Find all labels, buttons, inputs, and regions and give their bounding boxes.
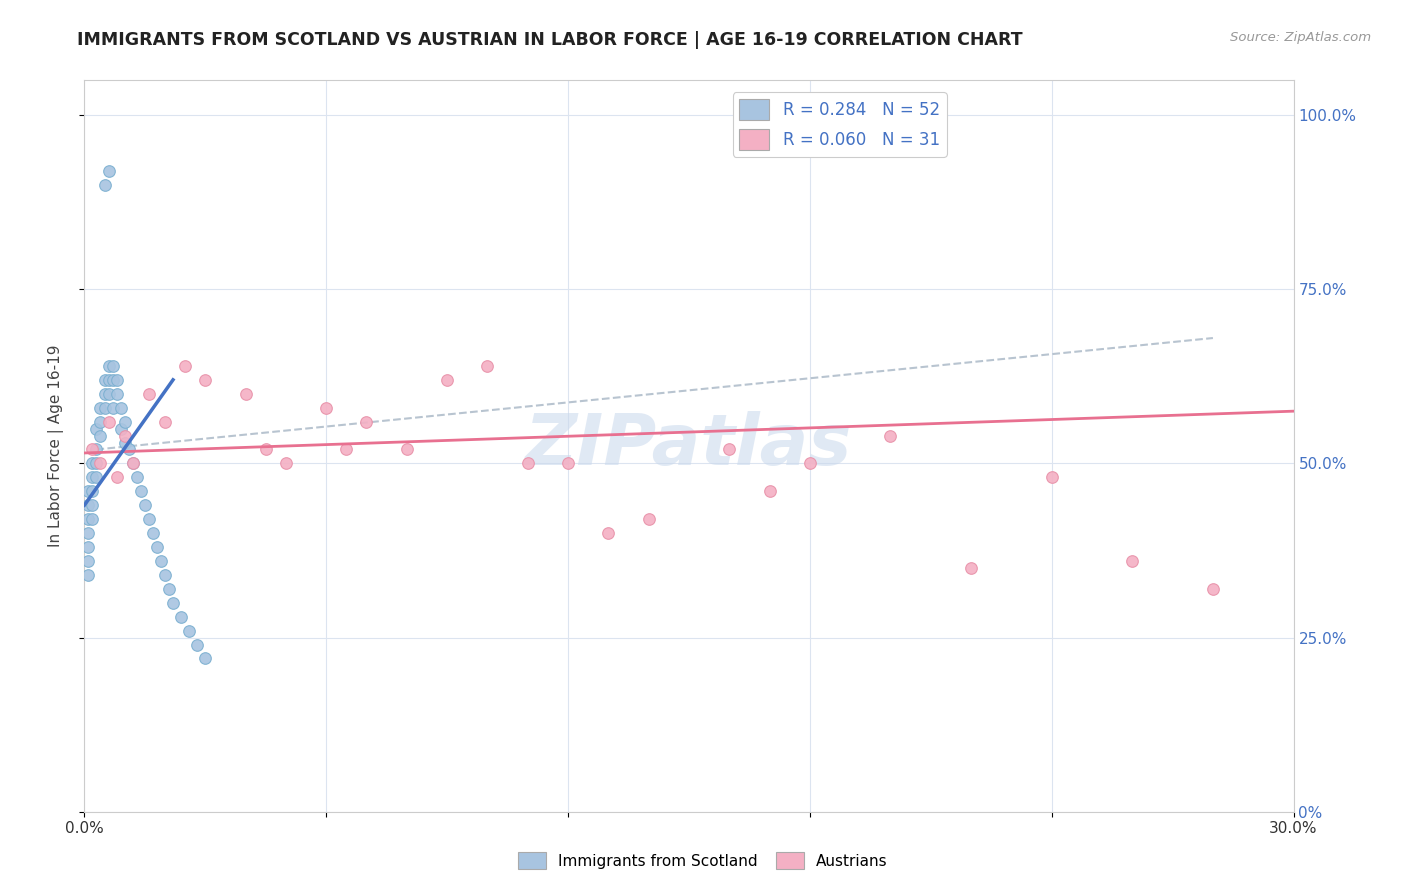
- Point: [114, 435, 136, 450]
- Point: [105, 373, 128, 387]
- Point: [274, 457, 297, 471]
- Point: [114, 415, 136, 429]
- Point: [93, 178, 115, 192]
- Point: [637, 512, 659, 526]
- Point: [77, 498, 100, 512]
- Point: [1202, 582, 1225, 596]
- Point: [516, 457, 538, 471]
- Point: [138, 386, 160, 401]
- Point: [77, 567, 100, 582]
- Point: [960, 561, 983, 575]
- Point: [82, 512, 104, 526]
- Point: [335, 442, 357, 457]
- Point: [86, 457, 108, 471]
- Point: [97, 373, 120, 387]
- Point: [799, 457, 821, 471]
- Text: ZIPatlas: ZIPatlas: [526, 411, 852, 481]
- Point: [97, 415, 120, 429]
- Point: [235, 386, 257, 401]
- Point: [598, 526, 620, 541]
- Point: [121, 457, 143, 471]
- Point: [93, 401, 115, 415]
- Point: [86, 470, 108, 484]
- Point: [89, 457, 111, 471]
- Point: [101, 359, 124, 373]
- Point: [315, 401, 337, 415]
- Point: [758, 484, 780, 499]
- Point: [105, 470, 128, 484]
- Point: [194, 373, 217, 387]
- Point: [101, 373, 124, 387]
- Point: [101, 401, 124, 415]
- Point: [194, 651, 217, 665]
- Point: [146, 540, 169, 554]
- Point: [93, 373, 115, 387]
- Point: [89, 401, 111, 415]
- Point: [254, 442, 277, 457]
- Point: [436, 373, 458, 387]
- Point: [110, 401, 132, 415]
- Point: [97, 386, 120, 401]
- Point: [93, 386, 115, 401]
- Point: [77, 526, 100, 541]
- Point: [1121, 554, 1143, 568]
- Point: [82, 498, 104, 512]
- Point: [110, 421, 132, 435]
- Point: [97, 164, 120, 178]
- Point: [77, 554, 100, 568]
- Point: [138, 512, 160, 526]
- Point: [718, 442, 741, 457]
- Point: [82, 484, 104, 499]
- Point: [82, 470, 104, 484]
- Point: [1040, 470, 1063, 484]
- Point: [97, 359, 120, 373]
- Point: [105, 386, 128, 401]
- Point: [557, 457, 579, 471]
- Point: [82, 442, 104, 457]
- Point: [121, 457, 143, 471]
- Point: [153, 415, 176, 429]
- Point: [186, 638, 208, 652]
- Point: [162, 596, 184, 610]
- Legend: R = 0.284   N = 52, R = 0.060   N = 31: R = 0.284 N = 52, R = 0.060 N = 31: [733, 92, 946, 157]
- Legend: Immigrants from Scotland, Austrians: Immigrants from Scotland, Austrians: [512, 846, 894, 875]
- Point: [134, 498, 156, 512]
- Point: [395, 442, 418, 457]
- Point: [77, 540, 100, 554]
- Point: [86, 421, 108, 435]
- Point: [157, 582, 180, 596]
- Point: [77, 484, 100, 499]
- Point: [142, 526, 165, 541]
- Point: [89, 415, 111, 429]
- Point: [879, 428, 901, 442]
- Point: [89, 428, 111, 442]
- Text: IMMIGRANTS FROM SCOTLAND VS AUSTRIAN IN LABOR FORCE | AGE 16-19 CORRELATION CHAR: IMMIGRANTS FROM SCOTLAND VS AUSTRIAN IN …: [77, 31, 1024, 49]
- Y-axis label: In Labor Force | Age 16-19: In Labor Force | Age 16-19: [48, 344, 63, 548]
- Point: [129, 484, 152, 499]
- Point: [82, 457, 104, 471]
- Text: Source: ZipAtlas.com: Source: ZipAtlas.com: [1230, 31, 1371, 45]
- Point: [356, 415, 378, 429]
- Point: [86, 442, 108, 457]
- Point: [477, 359, 499, 373]
- Point: [174, 359, 197, 373]
- Point: [170, 609, 193, 624]
- Point: [179, 624, 201, 638]
- Point: [125, 470, 148, 484]
- Point: [114, 428, 136, 442]
- Point: [118, 442, 141, 457]
- Point: [153, 567, 176, 582]
- Point: [149, 554, 172, 568]
- Point: [77, 512, 100, 526]
